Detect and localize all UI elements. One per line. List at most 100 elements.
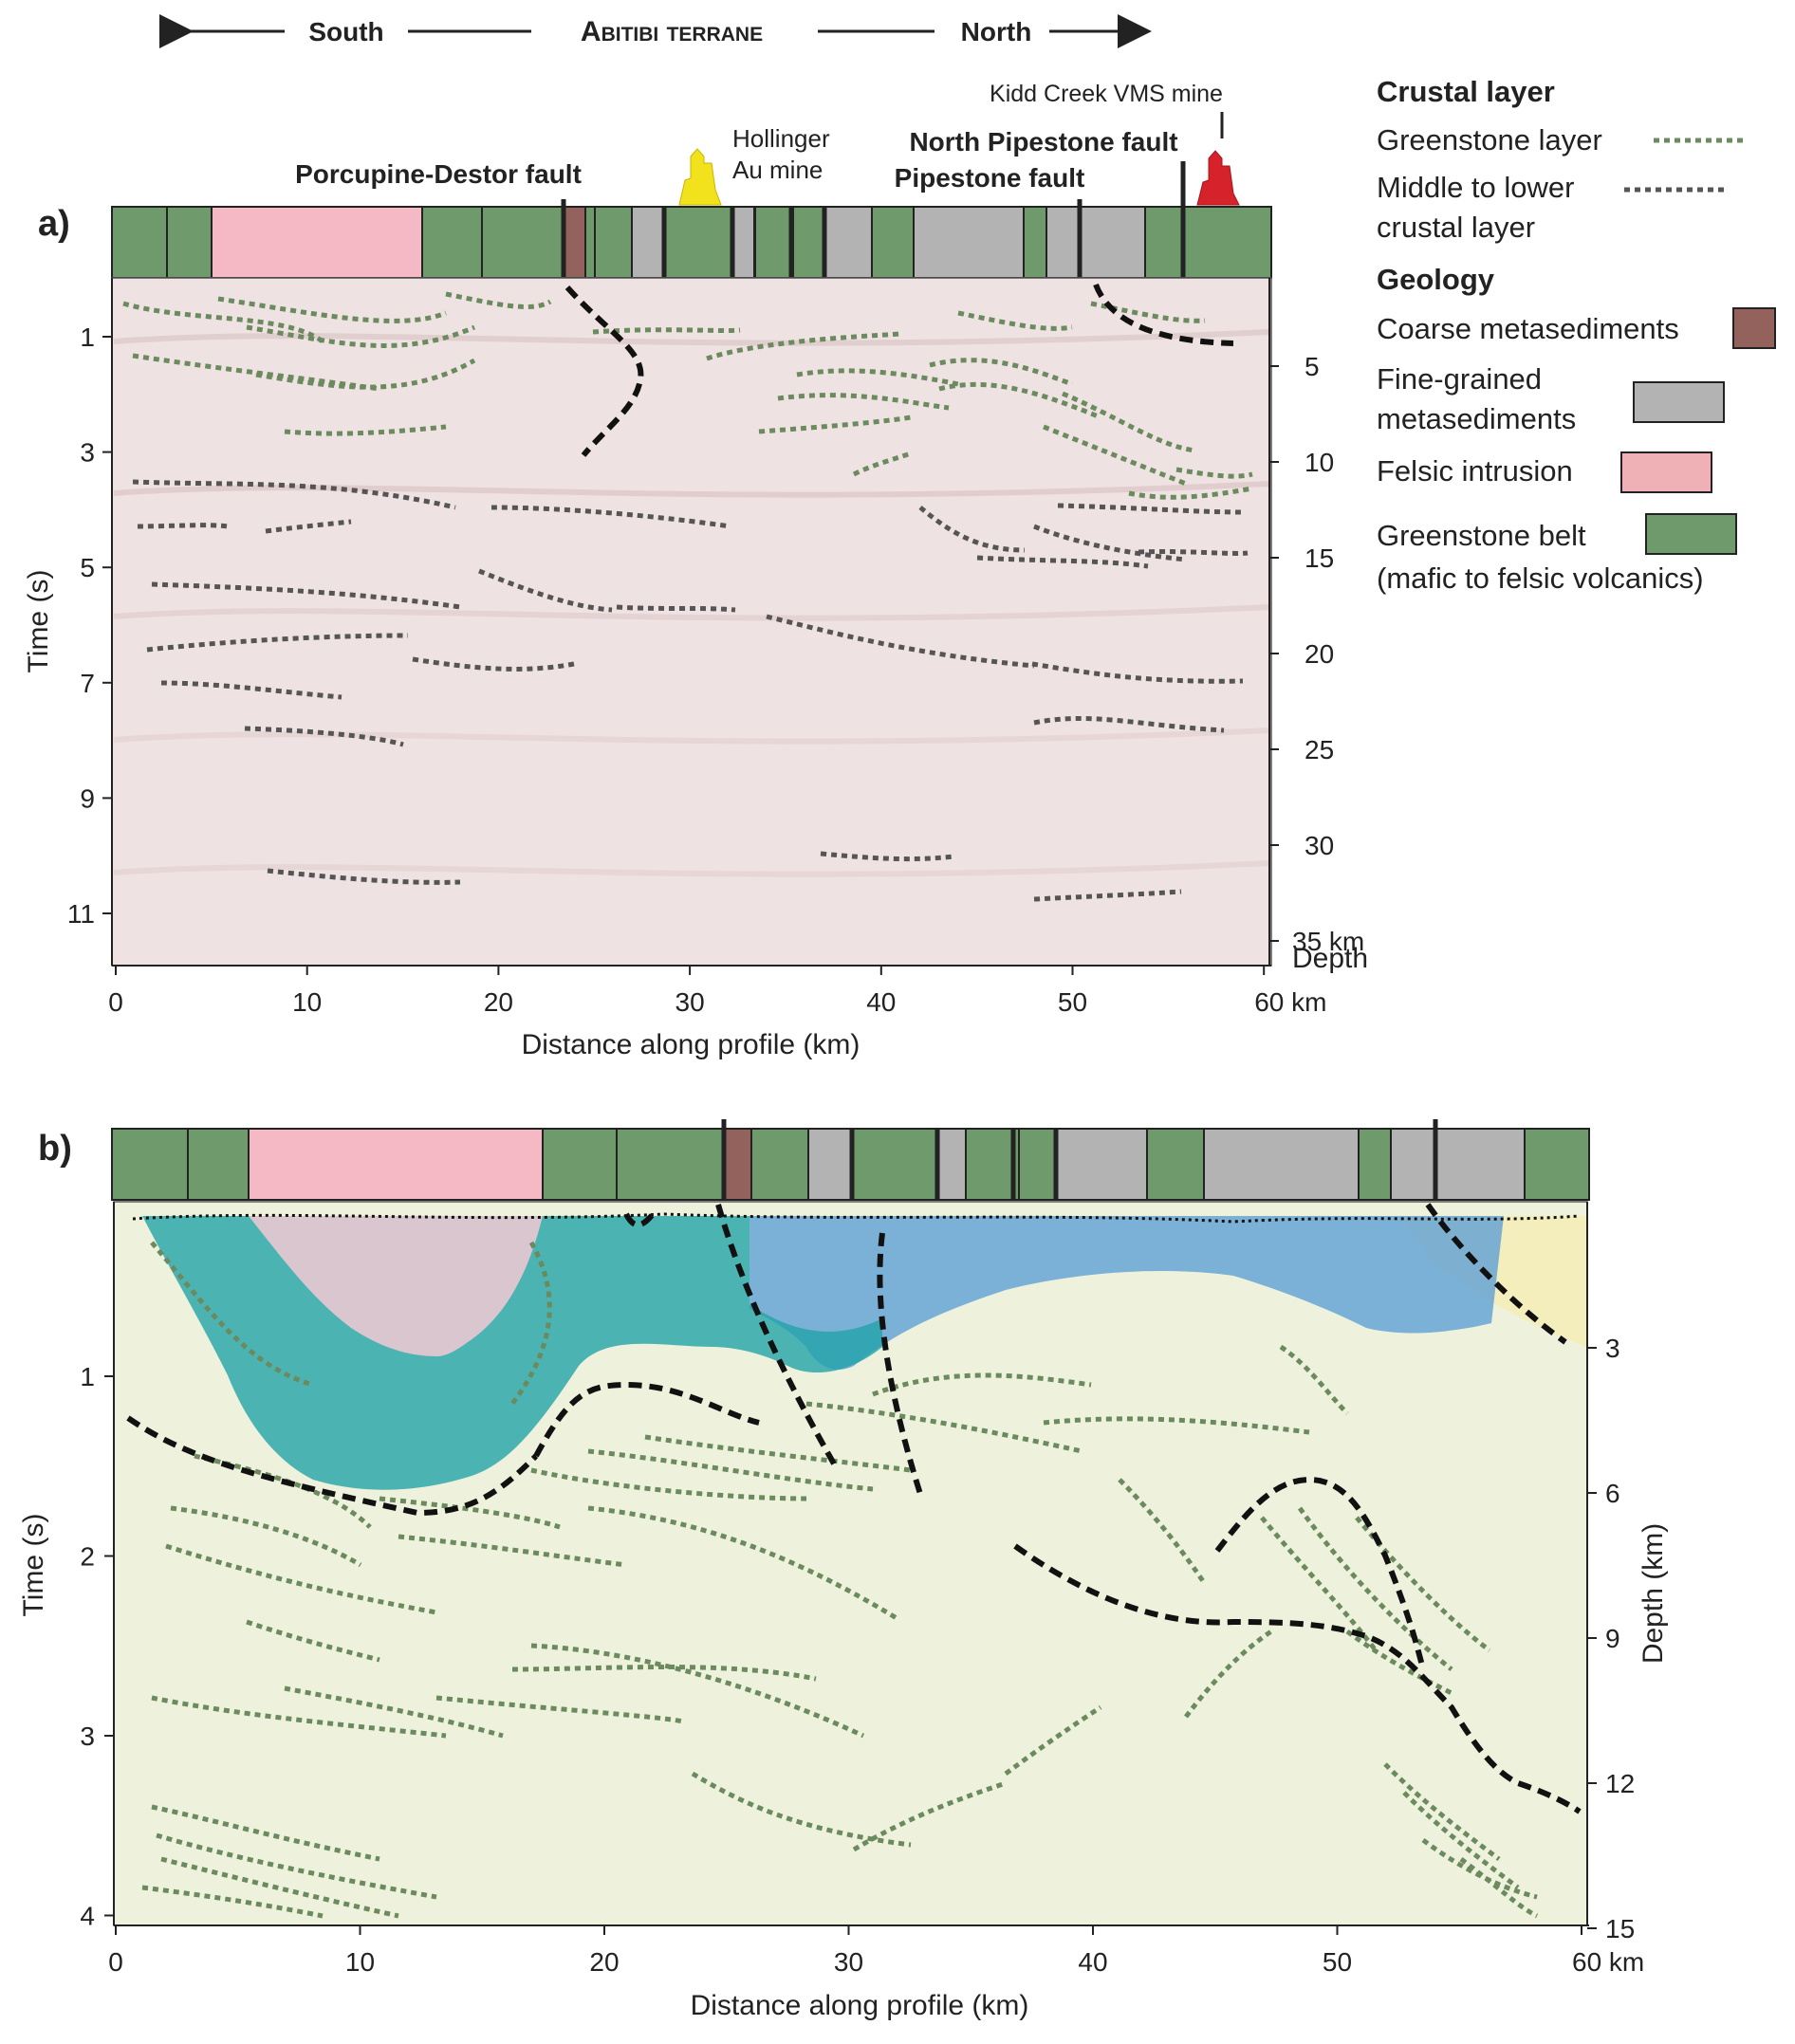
panel-b-label: b) <box>38 1129 72 1169</box>
y-tick-label: 5 <box>80 553 95 582</box>
x-tick-label: 60 km <box>1572 1947 1644 1977</box>
y-axis-label-b: Time (s) <box>18 1514 49 1617</box>
x-tick-label: 20 <box>589 1947 619 1977</box>
depth-tick-label: 25 <box>1305 735 1334 764</box>
x-axis-label-b: Distance along profile (km) <box>691 1990 1029 2021</box>
y-tick-label: 4 <box>80 1902 95 1931</box>
hollinger-label-2: Au mine <box>732 156 823 184</box>
kidd-creek-label: Kidd Creek VMS mine <box>990 81 1223 107</box>
depth-tick-labels-b: 3 6 9 12 15 <box>1605 1334 1635 1943</box>
x-axis-label-a: Distance along profile (km) <box>522 1029 860 1060</box>
depth-tick-label: 35 km <box>1292 927 1364 956</box>
depth-tick-label: 15 <box>1605 1914 1635 1943</box>
depth-tick-labels-a: 5 10 15 20 25 30 35 km <box>1292 352 1364 956</box>
depth-tick-label: 3 <box>1605 1334 1620 1363</box>
seismic-texture-a <box>113 329 1270 877</box>
legend-greenstone-belt-2: (mafic to felsic volcanics) <box>1377 562 1704 595</box>
depth-tick-marks-a <box>1269 365 1279 942</box>
x-tick-label: 50 <box>1058 987 1087 1017</box>
y-tick-labels-b: 1 2 3 4 <box>80 1362 95 1931</box>
x-tick-label: 0 <box>108 987 123 1017</box>
axes-a <box>111 278 1271 967</box>
y-tick-labels-a: 1 3 5 7 9 11 <box>67 322 95 929</box>
y-tick-label: 3 <box>80 1722 95 1751</box>
y-tick-label: 3 <box>80 438 95 468</box>
legend-fine-2: metasediments <box>1377 402 1576 435</box>
legend-coarse-swatch <box>1732 307 1776 349</box>
faults-a <box>564 283 1234 457</box>
depth-tick-label: 5 <box>1305 352 1320 381</box>
faults-b <box>126 1203 1582 1814</box>
header-terrane: Abitibi terrane <box>581 16 763 47</box>
greenstone-reflectors-b <box>141 1241 1539 1919</box>
x-tick-marks-a <box>115 966 1266 975</box>
legend-middle-lower-2: crustal layer <box>1377 211 1535 244</box>
depth-tick-marks-b <box>1587 1347 1597 1929</box>
legend-middle-lower-1: Middle to lower <box>1377 171 1574 204</box>
greenstone-reflectors-a <box>122 291 1253 500</box>
north-pipestone-label: North Pipestone fault <box>909 127 1177 157</box>
terrane-header: South Abitibi terrane North <box>159 14 1152 49</box>
mine-headframe-icon <box>678 148 722 206</box>
y-tick-marks-b <box>104 1375 114 1917</box>
x-tick-label: 10 <box>292 987 322 1017</box>
header-south: South <box>308 17 383 46</box>
lower-crust-reflectors-a <box>132 479 1249 902</box>
y-axis-label-a: Time (s) <box>23 570 54 673</box>
legend-fine-1: Fine-grained <box>1377 362 1542 396</box>
legend-crustal-title: Crustal layer <box>1377 75 1555 108</box>
y-tick-label: 2 <box>80 1542 95 1572</box>
x-tick-label: 30 <box>834 1947 863 1977</box>
legend-felsic-swatch <box>1620 451 1712 493</box>
x-tick-label: 20 <box>484 987 513 1017</box>
depth-axis-label-b: Depth (km) <box>1638 1523 1669 1664</box>
x-tick-marks-b <box>115 1925 1582 1935</box>
geology-strip-a <box>111 161 1272 279</box>
legend-greenstone-layer: Greenstone layer <box>1377 123 1602 157</box>
geology-strip-b <box>111 1119 1590 1201</box>
depth-tick-label: 15 <box>1305 543 1334 573</box>
x-tick-labels-b: 0 10 20 30 40 50 60 km <box>108 1947 1644 1977</box>
legend-fine-swatch <box>1633 381 1725 423</box>
legend-coarse: Coarse metasediments <box>1377 312 1679 345</box>
legend-geology-title: Geology <box>1377 263 1495 296</box>
hollinger-label-1: Hollinger <box>732 124 830 153</box>
panel-a: a) Porcupine-Destor fault Hollinger Au m… <box>23 81 1368 1060</box>
pipestone-label: Pipestone fault <box>895 163 1085 193</box>
x-tick-label: 40 <box>1078 1947 1107 1977</box>
depth-label-a: Depth <box>1292 943 1368 974</box>
depth-tick-label: 20 <box>1305 639 1334 669</box>
y-tick-marks-a <box>102 336 112 914</box>
x-tick-label: 50 <box>1323 1947 1352 1977</box>
x-tick-label: 60 km <box>1254 987 1326 1017</box>
y-tick-label: 1 <box>80 322 95 352</box>
legend-felsic: Felsic intrusion <box>1377 454 1573 488</box>
x-tick-label: 0 <box>108 1947 123 1977</box>
depth-tick-label: 12 <box>1605 1769 1635 1798</box>
panel-a-label: a) <box>38 204 70 244</box>
porcupine-destor-label: Porcupine-Destor fault <box>295 159 582 189</box>
blue-domain-b <box>749 1216 1504 1370</box>
surface-line-b <box>132 1212 1581 1224</box>
y-tick-label: 9 <box>80 783 95 813</box>
header-north: North <box>961 17 1032 46</box>
depth-tick-label: 30 <box>1305 831 1334 860</box>
depth-tick-label: 9 <box>1605 1624 1620 1653</box>
legend: Crustal layer Greenstone layer Middle to… <box>1377 75 1776 595</box>
y-tick-label: 11 <box>67 899 95 929</box>
y-tick-label: 1 <box>80 1362 95 1391</box>
x-tick-label: 10 <box>345 1947 375 1977</box>
panel-b: b) <box>18 1119 1669 2021</box>
felsic-domain-b <box>249 1216 543 1356</box>
mine-headframe-icon <box>1196 150 1240 206</box>
x-tick-label: 40 <box>866 987 896 1017</box>
legend-greenstone-swatch <box>1645 513 1737 555</box>
x-tick-labels-a: 0 10 20 30 40 50 60 km <box>108 987 1326 1017</box>
x-tick-label: 30 <box>675 987 705 1017</box>
legend-greenstone-belt-1: Greenstone belt <box>1377 519 1586 552</box>
seismic-section-a <box>112 278 1271 966</box>
depth-tick-label: 10 <box>1305 448 1334 477</box>
depth-tick-label: 6 <box>1605 1479 1620 1508</box>
y-tick-label: 7 <box>80 669 95 698</box>
